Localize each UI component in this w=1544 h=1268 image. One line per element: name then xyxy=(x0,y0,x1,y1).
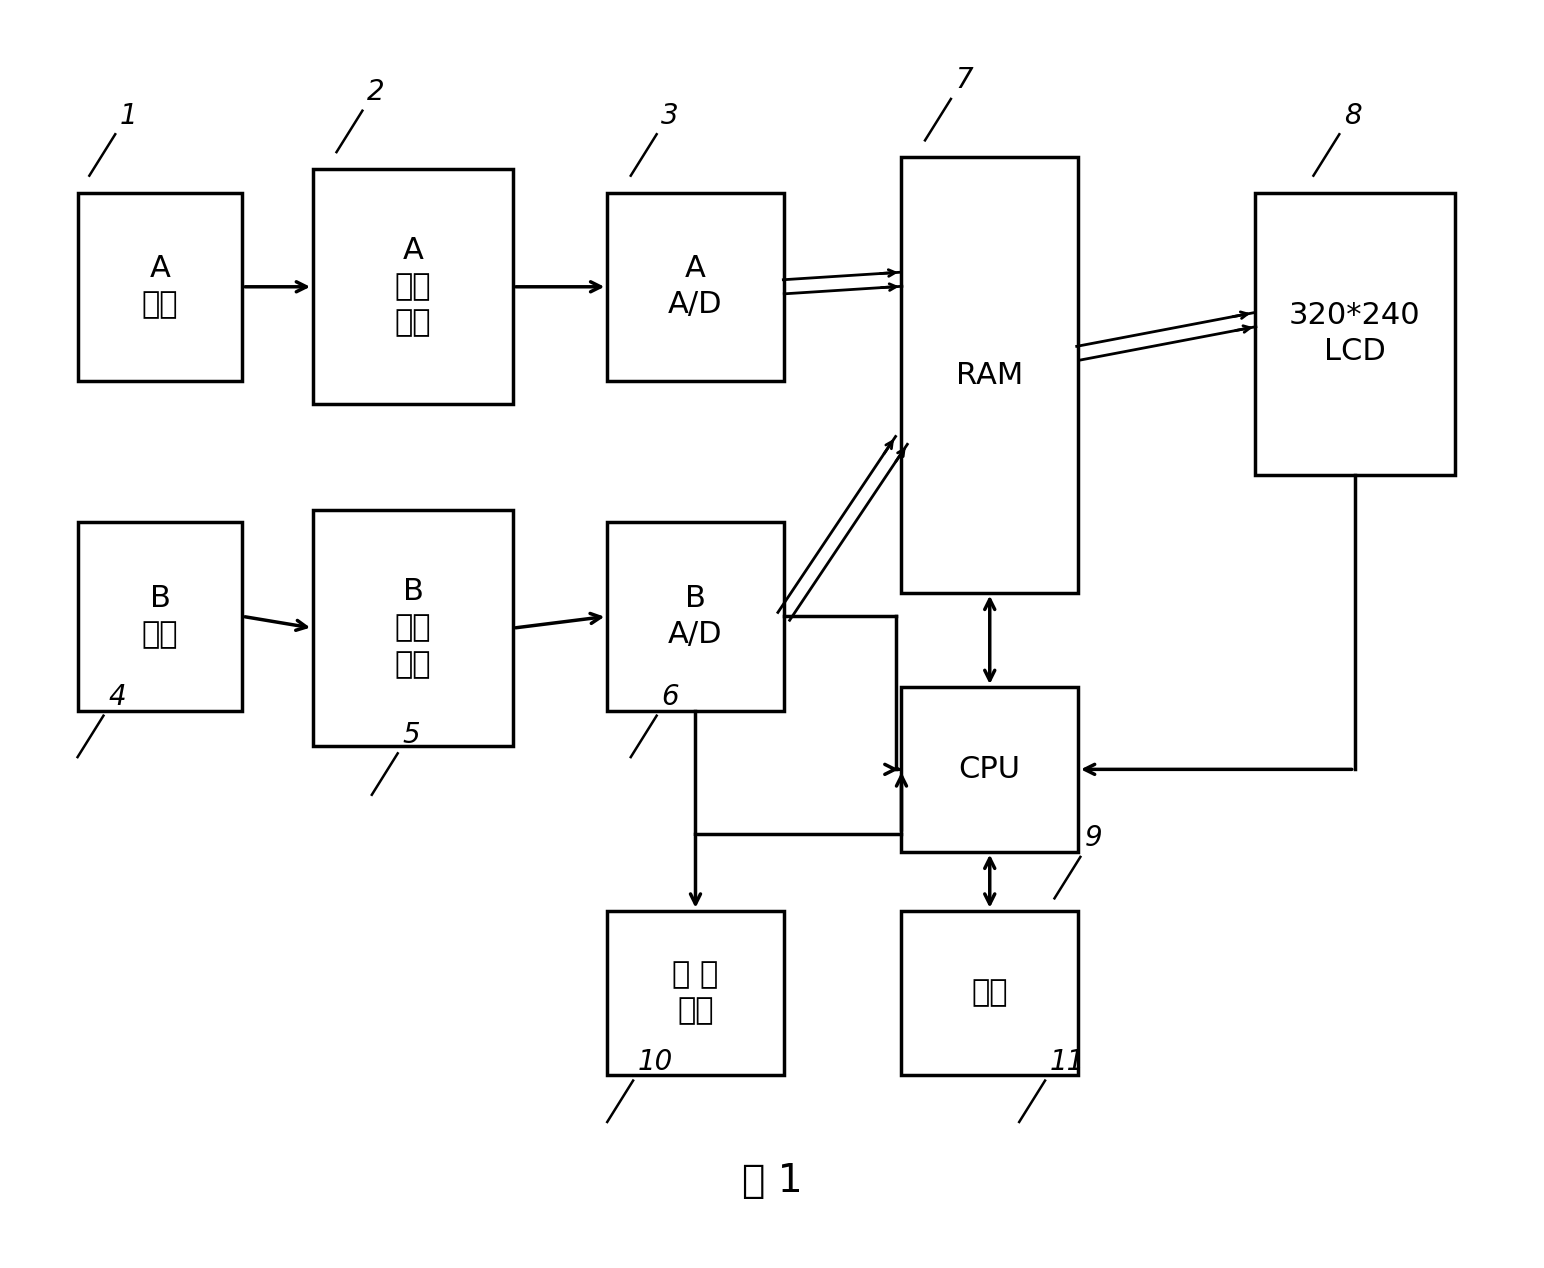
Text: B: B xyxy=(403,577,423,606)
Text: 8: 8 xyxy=(1343,101,1362,129)
Text: RAM: RAM xyxy=(956,360,1024,389)
Text: B: B xyxy=(686,583,706,612)
Text: 时 钟: 时 钟 xyxy=(672,960,718,989)
Bar xyxy=(77,193,242,380)
Text: 处理: 处理 xyxy=(395,650,431,678)
Text: 键盘: 键盘 xyxy=(971,979,1008,1008)
Text: A: A xyxy=(403,236,423,265)
Text: 11: 11 xyxy=(1050,1047,1085,1075)
Text: 3: 3 xyxy=(661,101,679,129)
Text: LCD: LCD xyxy=(1323,337,1385,366)
Text: B: B xyxy=(150,583,170,612)
Bar xyxy=(607,522,784,710)
Text: 1: 1 xyxy=(120,101,137,129)
Text: 信号: 信号 xyxy=(395,614,431,643)
Bar xyxy=(902,157,1078,593)
Bar xyxy=(607,910,784,1075)
Text: 10: 10 xyxy=(638,1047,673,1075)
Text: 处理: 处理 xyxy=(395,308,431,337)
Text: 5: 5 xyxy=(403,720,420,748)
Text: 9: 9 xyxy=(1085,824,1102,852)
Text: 4: 4 xyxy=(108,683,125,711)
Text: 6: 6 xyxy=(661,683,679,711)
Bar xyxy=(1255,193,1454,476)
Text: 探头: 探头 xyxy=(142,620,178,649)
Bar xyxy=(77,522,242,710)
Text: 2: 2 xyxy=(367,79,384,107)
Text: A/D: A/D xyxy=(669,290,723,320)
Text: 图 1: 图 1 xyxy=(741,1163,803,1201)
Text: A/D: A/D xyxy=(669,620,723,649)
Text: CPU: CPU xyxy=(959,754,1021,784)
Text: 320*240: 320*240 xyxy=(1289,302,1420,330)
Text: 探头: 探头 xyxy=(142,290,178,320)
Bar xyxy=(313,169,513,404)
Text: 7: 7 xyxy=(956,66,973,94)
Bar xyxy=(902,910,1078,1075)
Text: 电路: 电路 xyxy=(678,997,713,1026)
Text: A: A xyxy=(686,254,706,283)
Bar xyxy=(313,511,513,746)
Text: 信号: 信号 xyxy=(395,273,431,302)
Bar xyxy=(607,193,784,380)
Text: A: A xyxy=(150,254,170,283)
Bar xyxy=(902,687,1078,852)
